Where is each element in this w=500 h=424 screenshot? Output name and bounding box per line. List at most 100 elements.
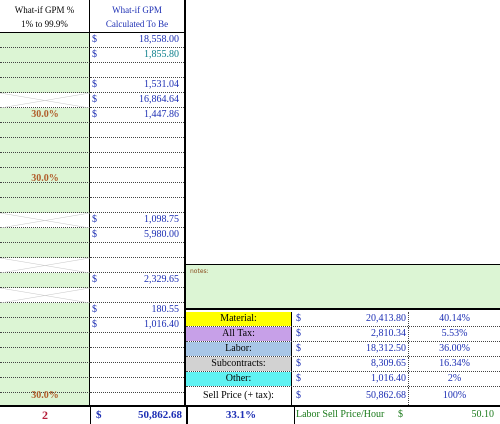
amount-row: $ 16,864.64 <box>90 93 184 108</box>
amount-value: 1,447.86 <box>144 109 179 120</box>
currency-symbol: $ <box>296 328 301 339</box>
summary-label: All Tax: <box>186 327 292 341</box>
notes-field[interactable]: notes: <box>186 265 500 310</box>
amount-row: $ 1,016.40 <box>90 318 184 333</box>
amount-row <box>90 183 184 198</box>
gpm-input-cell[interactable] <box>0 108 90 123</box>
amount-row <box>90 153 184 168</box>
gpm-input-cell[interactable] <box>0 303 90 318</box>
summary-row-subcontracts: Subcontracts: $ 8,309.65 16.34% <box>186 357 500 372</box>
summary-amount: 18,312.50 <box>366 343 406 354</box>
currency-symbol: $ <box>92 34 97 45</box>
gpm-input-cell[interactable] <box>0 123 90 138</box>
notes-label: notes: <box>190 268 209 275</box>
summary-row-all-tax: All Tax: $ 2,810.34 5.53% <box>186 327 500 342</box>
amount-row <box>90 63 184 78</box>
gpm-input-cell[interactable] <box>0 318 90 333</box>
header-line: What-if GPM <box>112 5 162 15</box>
summary-percent: 100% <box>408 387 500 405</box>
currency-symbol: $ <box>92 274 97 285</box>
gpm-input-cell[interactable] <box>0 183 90 198</box>
header-line: 1% to 99.9% <box>21 19 68 29</box>
amount-row <box>90 288 184 303</box>
amount-value: 1,531.04 <box>144 79 179 90</box>
crossed-pattern-icon <box>0 213 90 228</box>
whatif-calculated-column: $ 18,558.00 $ 1,855.80 $ 1,531.04 $ 16,8… <box>90 33 186 405</box>
summary-amount: 8,309.65 <box>371 358 406 369</box>
totals-bar: 2 $ 50,862.68 33.1% Labor Sell Price/Hou… <box>0 405 500 424</box>
gpm-input-cell[interactable] <box>0 78 90 93</box>
amount-row: $ 2,329.65 <box>90 273 184 288</box>
gpm-input-cell[interactable] <box>0 348 90 363</box>
disabled-cell <box>0 213 90 228</box>
currency-symbol: $ <box>92 94 97 105</box>
summary-row-labor: Labor: $ 18,312.50 36.00% <box>186 342 500 357</box>
gpm-input-cell[interactable] <box>0 378 90 393</box>
currency-symbol: $ <box>92 304 97 315</box>
gpm-percent-value: 30.0% <box>31 109 59 120</box>
gpm-input-cell[interactable] <box>0 48 90 63</box>
labor-sell-price-value: 50.10 <box>471 409 495 420</box>
gpm-input-cell[interactable] <box>0 33 90 48</box>
disabled-cell <box>0 288 90 303</box>
gpm-input-cell[interactable] <box>0 153 90 168</box>
currency-symbol: $ <box>92 319 97 330</box>
gpm-input-cell[interactable] <box>0 198 90 213</box>
amount-value: 16,864.64 <box>139 94 179 105</box>
summary-row-other: Other: $ 1,016.40 2% <box>186 372 500 387</box>
header-line: Calculated To Be <box>105 19 169 29</box>
amount-row: $ 1,447.86 <box>90 108 184 123</box>
crossed-pattern-icon <box>0 258 90 273</box>
currency-symbol: $ <box>296 373 301 384</box>
amount-row <box>90 258 184 273</box>
disabled-cell <box>0 93 90 108</box>
amount-row <box>90 333 184 348</box>
gpm-input-cell[interactable] <box>0 168 90 183</box>
amount-row <box>90 198 184 213</box>
amount-value: 5,980.00 <box>144 229 179 240</box>
summary-label: Subcontracts: <box>186 357 292 371</box>
amount-row <box>90 243 184 258</box>
currency-symbol: $ <box>92 109 97 120</box>
amount-row: $ 1,098.75 <box>90 213 184 228</box>
currency-symbol: $ <box>92 229 97 240</box>
amount-row: $ 1,855.80 <box>90 48 184 63</box>
summary-amount: 50,862.68 <box>366 390 406 401</box>
gpm-percent-value: 30.0% <box>31 173 59 184</box>
total-sell-price: 50,862.68 <box>138 409 182 421</box>
summary-label: Other: <box>186 372 292 386</box>
amount-row <box>90 168 184 183</box>
gpm-input-cell[interactable] <box>0 243 90 258</box>
summary-label: Material: <box>186 312 292 326</box>
gpm-input-cell[interactable] <box>0 333 90 348</box>
amount-value: 2,329.65 <box>144 274 179 285</box>
summary-percent: 36.00% <box>408 342 500 356</box>
summary-percent: 40.14% <box>408 312 500 326</box>
labor-sell-price-label: Labor Sell Price/Hour <box>296 409 385 420</box>
gpm-input-cell[interactable] <box>0 63 90 78</box>
summary-amount: 20,413.80 <box>366 313 406 324</box>
summary-row-material: Material: $ 20,413.80 40.14% <box>186 312 500 327</box>
gpm-input-cell[interactable] <box>0 393 90 405</box>
calculated-gpm: 33.1% <box>186 407 295 424</box>
gpm-input-cell[interactable] <box>0 273 90 288</box>
currency-symbol: $ <box>296 343 301 354</box>
gpm-percent-value: 30.0% <box>31 390 59 401</box>
gpm-input-cell[interactable] <box>0 138 90 153</box>
amount-value: 1,855.80 <box>144 49 179 60</box>
gpm-input-cell[interactable] <box>0 363 90 378</box>
currency-symbol: $ <box>92 49 97 60</box>
currency-symbol: $ <box>96 409 102 421</box>
summary-percent: 16.34% <box>408 357 500 371</box>
summary-label: Labor: <box>186 342 292 356</box>
gpm-input-cell[interactable] <box>0 228 90 243</box>
amount-row <box>90 348 184 363</box>
amount-row <box>90 363 184 378</box>
crossed-pattern-icon <box>0 288 90 303</box>
summary-row-sell-price: Sell Price (+ tax): $ 50,862.68 100% <box>186 387 500 405</box>
disabled-cell <box>0 258 90 273</box>
whatif-gpm-column: 30.0% 30.0% 30.0% <box>0 33 90 405</box>
cost-summary-table: Material: $ 20,413.80 40.14% All Tax: $ … <box>186 312 500 405</box>
currency-symbol: $ <box>92 79 97 90</box>
currency-symbol: $ <box>296 390 301 401</box>
